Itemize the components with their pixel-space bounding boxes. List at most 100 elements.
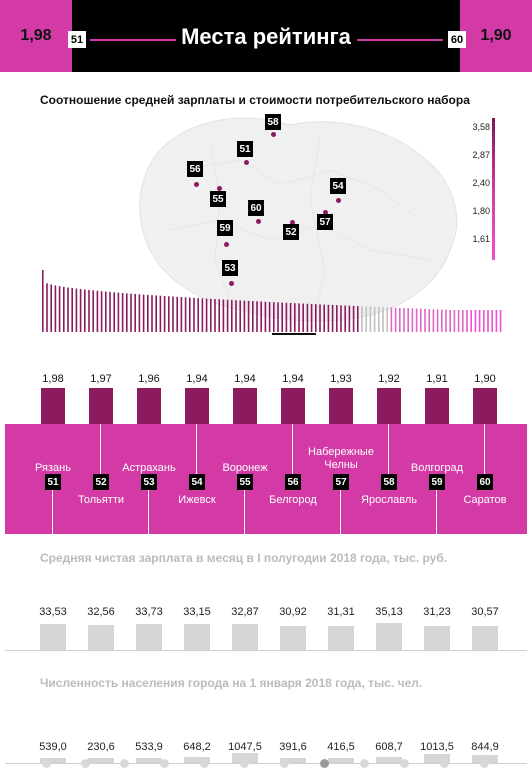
pager-dot (320, 759, 329, 768)
salary-separator (5, 650, 527, 651)
rank-connector (196, 424, 197, 474)
mini-bar (58, 286, 61, 332)
map-pin-dot (336, 198, 341, 203)
rank-bar (425, 388, 449, 426)
mini-bar (172, 296, 174, 332)
mini-bar (84, 289, 86, 332)
legend-value: 1,80 (472, 206, 490, 216)
mini-bar (382, 307, 384, 332)
mini-bar (428, 309, 430, 332)
mini-bar (390, 307, 393, 332)
rank-city-name: Астрахань (122, 462, 176, 474)
mini-bar (344, 305, 346, 332)
mini-bar (399, 307, 401, 332)
rank-value-label: 1,94 (282, 373, 304, 385)
rank-connector (292, 424, 293, 474)
rank-connector (100, 424, 101, 474)
rank-connector (244, 490, 245, 534)
rank-number: 56 (285, 474, 301, 490)
salary-value-label: 33,53 (39, 606, 67, 618)
mini-bar (285, 302, 288, 332)
map-pin-label: 60 (248, 200, 264, 216)
population-title: Численность населения города на 1 января… (40, 676, 423, 690)
mini-bar (394, 307, 397, 332)
pager-dot (280, 759, 289, 768)
highlight-range-marker (272, 333, 316, 335)
rank-value-label: 1,90 (474, 373, 496, 385)
rank-bar (281, 388, 305, 426)
rank-city-name: Рязань (35, 462, 71, 474)
mini-bar (298, 303, 300, 332)
salary-bar (424, 626, 450, 650)
mini-bar (79, 289, 82, 332)
mini-bar (327, 304, 330, 332)
mini-bar (281, 302, 283, 332)
rank-value-label: 1,93 (330, 373, 352, 385)
salary-bar (88, 625, 114, 650)
pager-dot (400, 759, 409, 768)
population-bar (184, 757, 210, 763)
map-pin-dot (271, 132, 276, 137)
rank-bar (185, 388, 209, 426)
mini-bar (470, 310, 472, 332)
mini-bar (361, 306, 363, 332)
rank-value-label: 1,91 (426, 373, 448, 385)
mini-bar (231, 299, 233, 332)
map-title: Соотношение средней зарплаты и стоимости… (40, 93, 470, 107)
rank-bar (41, 388, 65, 426)
rank-city-name: Набережные Челны (308, 446, 374, 471)
rank-connector (52, 490, 53, 534)
pager-dot (240, 759, 249, 768)
mini-bar (348, 305, 351, 332)
mini-bar (147, 294, 149, 332)
mini-bar (365, 306, 367, 332)
rank-city-name: Волгоград (410, 462, 464, 474)
salary-value-label: 30,57 (471, 606, 499, 618)
population-bar (376, 757, 402, 763)
salary-value-label: 35,13 (375, 606, 403, 618)
mini-bar (180, 297, 183, 332)
salary-title: Средняя чистая зарплата в месяц в I полу… (40, 551, 448, 565)
population-value-label: 539,0 (39, 741, 67, 753)
mini-bar (457, 310, 460, 332)
mini-bar (155, 295, 157, 332)
rank-number: 55 (237, 474, 253, 490)
rank-connector (340, 490, 341, 534)
population-value-label: 1013,5 (420, 741, 454, 753)
mini-bar (138, 294, 141, 332)
map-pin-dot (229, 281, 234, 286)
mini-bar (100, 291, 103, 332)
mini-bar (445, 309, 447, 332)
map-pin-label: 53 (222, 260, 238, 276)
mini-bar (88, 289, 90, 332)
map-pin-label: 52 (283, 224, 299, 240)
pager-dot (200, 759, 209, 768)
rank-number: 53 (141, 474, 157, 490)
map-pin-label: 58 (265, 114, 281, 130)
mini-bar (134, 293, 136, 332)
mini-bar (197, 298, 199, 332)
mini-bar (277, 302, 279, 332)
mini-bar (184, 297, 187, 332)
mini-bar (109, 291, 111, 332)
mini-bar (96, 290, 99, 332)
mini-bar (117, 292, 120, 332)
salary-value-label: 33,15 (183, 606, 211, 618)
population-bar (136, 758, 162, 763)
rank-connector (388, 424, 389, 474)
pager-dot (42, 759, 51, 768)
salary-bar (40, 624, 66, 650)
population-value-label: 391,6 (279, 741, 307, 753)
mini-bar (424, 308, 426, 332)
mini-bar (54, 285, 57, 332)
rank-value-label: 1,98 (42, 373, 64, 385)
salary-bar (472, 626, 498, 650)
mini-bar (201, 298, 204, 332)
mini-bar (491, 310, 493, 332)
legend-value: 2,87 (472, 150, 490, 160)
mini-bar (268, 301, 271, 332)
mini-bar (352, 305, 355, 332)
population-value-label: 608,7 (375, 741, 403, 753)
rank-connector (148, 490, 149, 534)
rank-bar (377, 388, 401, 426)
